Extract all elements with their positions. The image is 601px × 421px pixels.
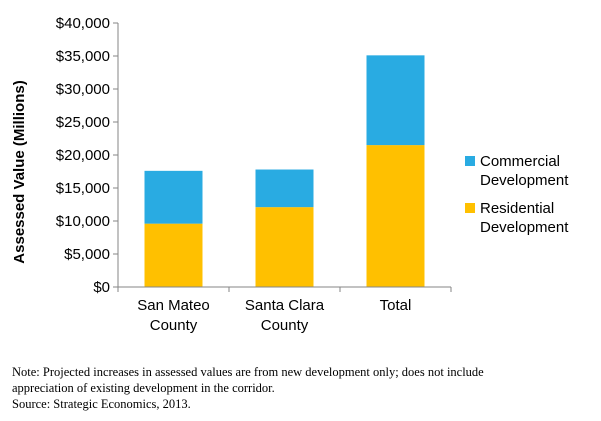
y-tick-label: $0 [93,279,110,296]
bars [144,55,425,287]
y-tick-label: $35,000 [56,48,110,65]
x-axis-labels: San Mateo County Santa Clara County Total [137,297,411,334]
x-category-label: Santa Clara [245,297,325,314]
legend-label-commercial: Commercial [480,153,560,170]
y-tick-label: $20,000 [56,147,110,164]
bar-commercial-1 [255,169,314,208]
legend-swatch-residential [465,203,475,213]
x-category-label: County [150,317,198,334]
y-axis-ticks: $0 $5,000 $10,000 $15,000 $20,000 $25,000 $30,… [56,15,118,296]
footnotes: Note: Projected increases in assessed va… [12,364,597,412]
bar-commercial-0 [144,170,203,224]
y-axis-title: Assessed Value (Millions) [11,80,28,263]
y-tick-label: $15,000 [56,180,110,197]
x-category-label: County [261,317,309,334]
note-line-1: Note: Projected increases in assessed va… [12,365,484,379]
legend-swatch-commercial [465,156,475,166]
legend-label-residential: Development [480,219,569,236]
y-tick-label: $30,000 [56,81,110,98]
axes [117,23,452,292]
y-tick-label: $10,000 [56,213,110,230]
bar-commercial-2 [366,55,425,146]
y-tick-label: $25,000 [56,114,110,131]
bar-residential-2 [366,145,425,287]
legend-label-residential: Residential [480,200,554,217]
legend: Commercial Development Residential Developm… [465,153,569,236]
note-line-2: appreciation of existing development in … [12,381,275,395]
legend-label-commercial: Development [480,172,569,189]
y-tick-label: $5,000 [64,246,110,263]
bar-residential-0 [144,223,203,287]
x-category-label: Total [380,297,412,314]
bar-residential-1 [255,207,314,287]
y-tick-label: $40,000 [56,15,110,32]
source-line: Source: Strategic Economics, 2013. [12,397,191,411]
stacked-bar-chart: $0 $5,000 $10,000 $15,000 $20,000 $25,000 $30,… [11,15,569,334]
x-category-label: San Mateo [137,297,210,314]
